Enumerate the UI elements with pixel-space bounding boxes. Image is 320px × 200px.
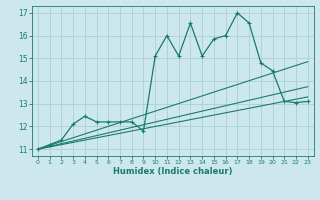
X-axis label: Humidex (Indice chaleur): Humidex (Indice chaleur): [113, 167, 233, 176]
